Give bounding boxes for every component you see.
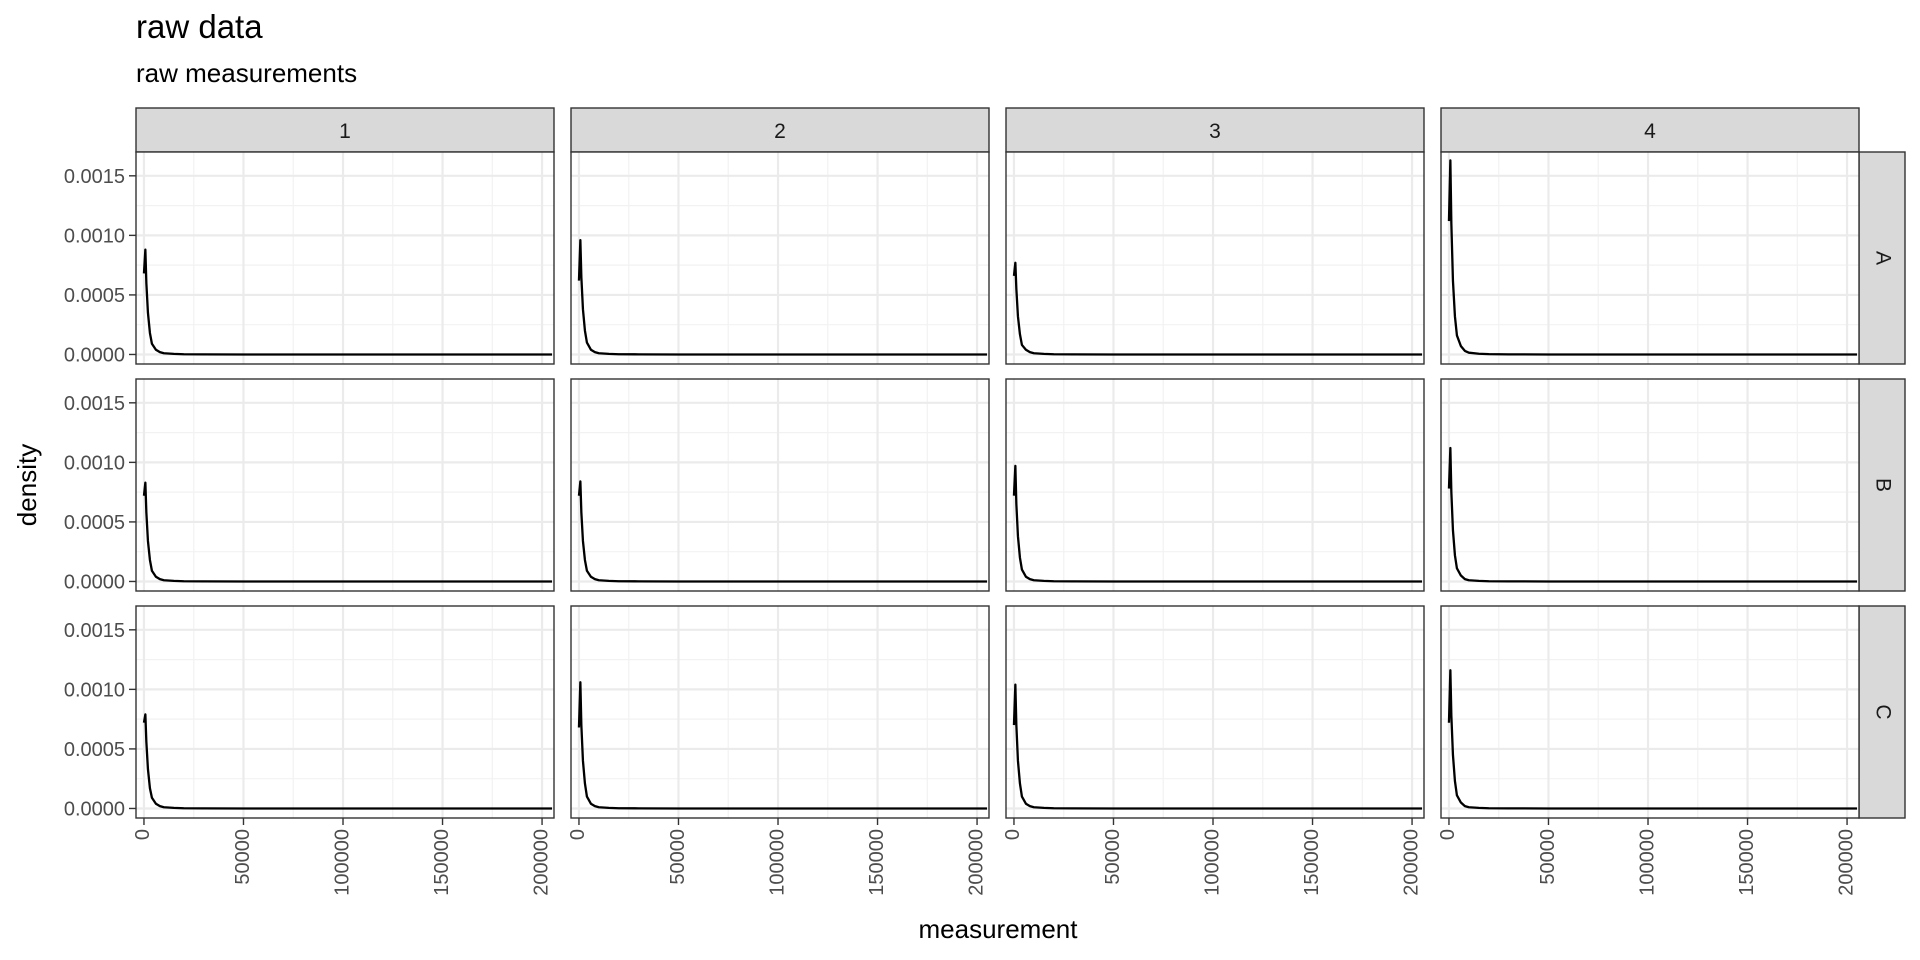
y-tick-label: 0.0015	[64, 166, 125, 188]
density-line-C2	[577, 681, 988, 810]
panel-background-C3	[1006, 606, 1424, 818]
density-line-B1	[142, 481, 553, 583]
x-tick-label: 0	[1437, 829, 1459, 840]
x-tick-label: 200000	[530, 829, 552, 896]
panel-border-C1	[135, 605, 555, 819]
x-tick-label: 150000	[866, 829, 888, 896]
panel-border-C3	[1005, 605, 1425, 819]
panel-background-C1	[136, 606, 554, 818]
chart-title: raw data	[136, 8, 263, 45]
density-line-A2	[577, 238, 988, 356]
panel-background-B1	[136, 379, 554, 591]
facet-strip-row-label-A: A	[1871, 251, 1894, 265]
panel-background-A1	[136, 152, 554, 364]
x-tick-label: 150000	[431, 829, 453, 896]
x-tick-label: 200000	[1835, 829, 1857, 896]
x-tick-label: 0	[132, 829, 154, 840]
y-tick-label: 0.0000	[64, 344, 125, 366]
density-line-C4	[1447, 669, 1858, 810]
panel-border-B2	[570, 378, 990, 592]
y-tick-label: 0.0005	[64, 739, 125, 761]
x-tick-label: 150000	[1301, 829, 1323, 896]
panel-border-B3	[1005, 378, 1425, 592]
facet-strip-col-label-2: 2	[774, 120, 786, 143]
density-line-C1	[142, 713, 553, 810]
x-tick-label: 100000	[331, 829, 353, 896]
x-tick-label: 50000	[667, 829, 689, 885]
density-line-B3	[1012, 464, 1423, 583]
panel-border-B4	[1440, 378, 1860, 592]
panel-border-C4	[1440, 605, 1860, 819]
facet-strip-row-B	[1858, 378, 1906, 592]
facet-strip-col-label-1: 1	[339, 120, 351, 143]
facet-strip-row-C	[1858, 605, 1906, 819]
x-tick-label: 50000	[232, 829, 254, 885]
chart-subtitle: raw measurements	[136, 58, 358, 88]
panel-border-A3	[1005, 151, 1425, 365]
facet-strip-col-4	[1440, 107, 1860, 153]
y-tick-label: 0.0000	[64, 798, 125, 820]
x-tick-label: 100000	[1201, 829, 1223, 896]
facet-strip-col-label-4: 4	[1644, 120, 1656, 143]
x-tick-label: 150000	[1736, 829, 1758, 896]
panel-border-A2	[570, 151, 990, 365]
density-line-B4	[1447, 446, 1858, 583]
x-tick-label: 200000	[965, 829, 987, 896]
x-tick-label: 50000	[1102, 829, 1124, 885]
panel-background-A3	[1006, 152, 1424, 364]
x-tick-label: 0	[1002, 829, 1024, 840]
density-line-C3	[1012, 683, 1423, 810]
panel-background-C2	[571, 606, 989, 818]
x-tick-label: 0	[567, 829, 589, 840]
density-line-B2	[577, 480, 988, 583]
panel-border-A1	[135, 151, 555, 365]
panel-border-A4	[1440, 151, 1860, 365]
facet-strip-row-label-C: C	[1871, 704, 1894, 719]
panel-background-A4	[1441, 152, 1859, 364]
y-tick-label: 0.0010	[64, 225, 125, 247]
density-line-A3	[1012, 261, 1423, 356]
panel-background-B2	[571, 379, 989, 591]
facet-strip-row-A	[1858, 151, 1906, 365]
panel-border-C2	[570, 605, 990, 819]
density-line-A4	[1447, 159, 1858, 356]
y-tick-label: 0.0015	[64, 620, 125, 642]
y-tick-label: 0.0010	[64, 679, 125, 701]
panel-background-B4	[1441, 379, 1859, 591]
facet-strip-col-label-3: 3	[1209, 120, 1221, 143]
y-tick-label: 0.0005	[64, 512, 125, 534]
y-tick-label: 0.0015	[64, 393, 125, 415]
panel-background-C4	[1441, 606, 1859, 818]
x-tick-label: 100000	[1636, 829, 1658, 896]
x-tick-label: 100000	[766, 829, 788, 896]
y-axis-title: density	[12, 444, 42, 526]
facet-strip-col-2	[570, 107, 990, 153]
x-tick-label: 50000	[1537, 829, 1559, 885]
y-tick-label: 0.0010	[64, 452, 125, 474]
panel-border-B1	[135, 378, 555, 592]
panel-background-B3	[1006, 379, 1424, 591]
facet-strip-col-3	[1005, 107, 1425, 153]
panel-background-A2	[571, 152, 989, 364]
y-tick-label: 0.0005	[64, 285, 125, 307]
facet-strip-row-label-B: B	[1871, 478, 1894, 492]
density-line-A1	[142, 248, 553, 356]
x-tick-label: 200000	[1400, 829, 1422, 896]
x-axis-title: measurement	[919, 914, 1079, 944]
y-tick-label: 0.0000	[64, 571, 125, 593]
